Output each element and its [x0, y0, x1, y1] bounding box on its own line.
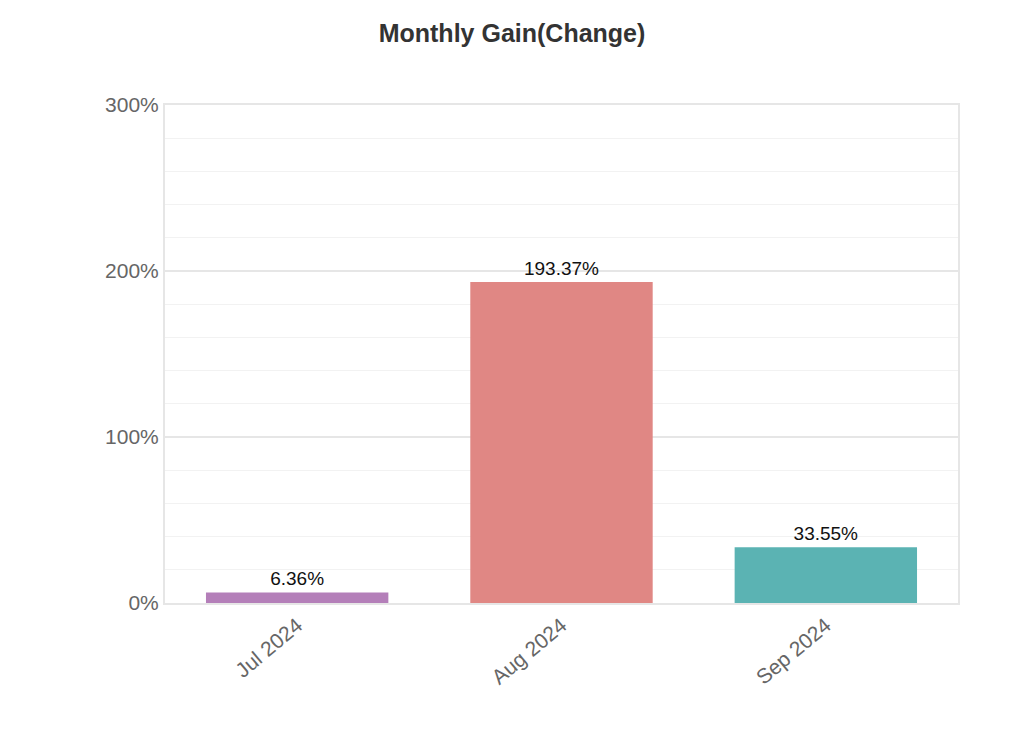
svg-text:33.55%: 33.55%	[794, 523, 859, 544]
svg-text:300%: 300%	[105, 93, 159, 116]
svg-text:Monthly Gain(Change): Monthly Gain(Change)	[379, 19, 646, 47]
svg-text:193.37%: 193.37%	[524, 258, 599, 279]
svg-text:0%: 0%	[128, 591, 158, 614]
svg-text:Sep 2024: Sep 2024	[751, 613, 835, 689]
svg-text:Jul 2024: Jul 2024	[231, 613, 307, 682]
svg-text:6.36%: 6.36%	[270, 568, 324, 589]
svg-text:100%: 100%	[105, 425, 159, 448]
svg-text:200%: 200%	[105, 259, 159, 282]
svg-text:Aug 2024: Aug 2024	[487, 613, 571, 689]
